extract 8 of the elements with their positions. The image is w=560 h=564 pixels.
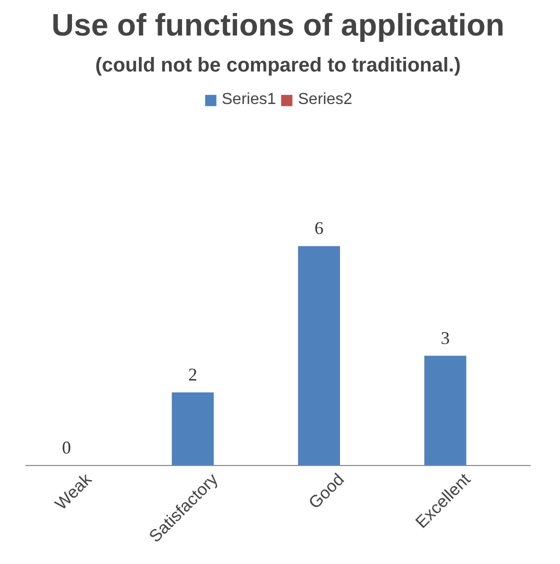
legend-label: Series2 [298,91,352,109]
data-label: 2 [188,364,198,384]
legend-label: Series1 [222,91,276,109]
data-label: 3 [440,328,450,348]
chart-title: Use of functions of application [52,8,504,42]
chart-subtitle: (could not be compared to traditional.) [95,54,461,76]
data-label: 0 [62,438,72,458]
data-label: 6 [314,218,324,238]
